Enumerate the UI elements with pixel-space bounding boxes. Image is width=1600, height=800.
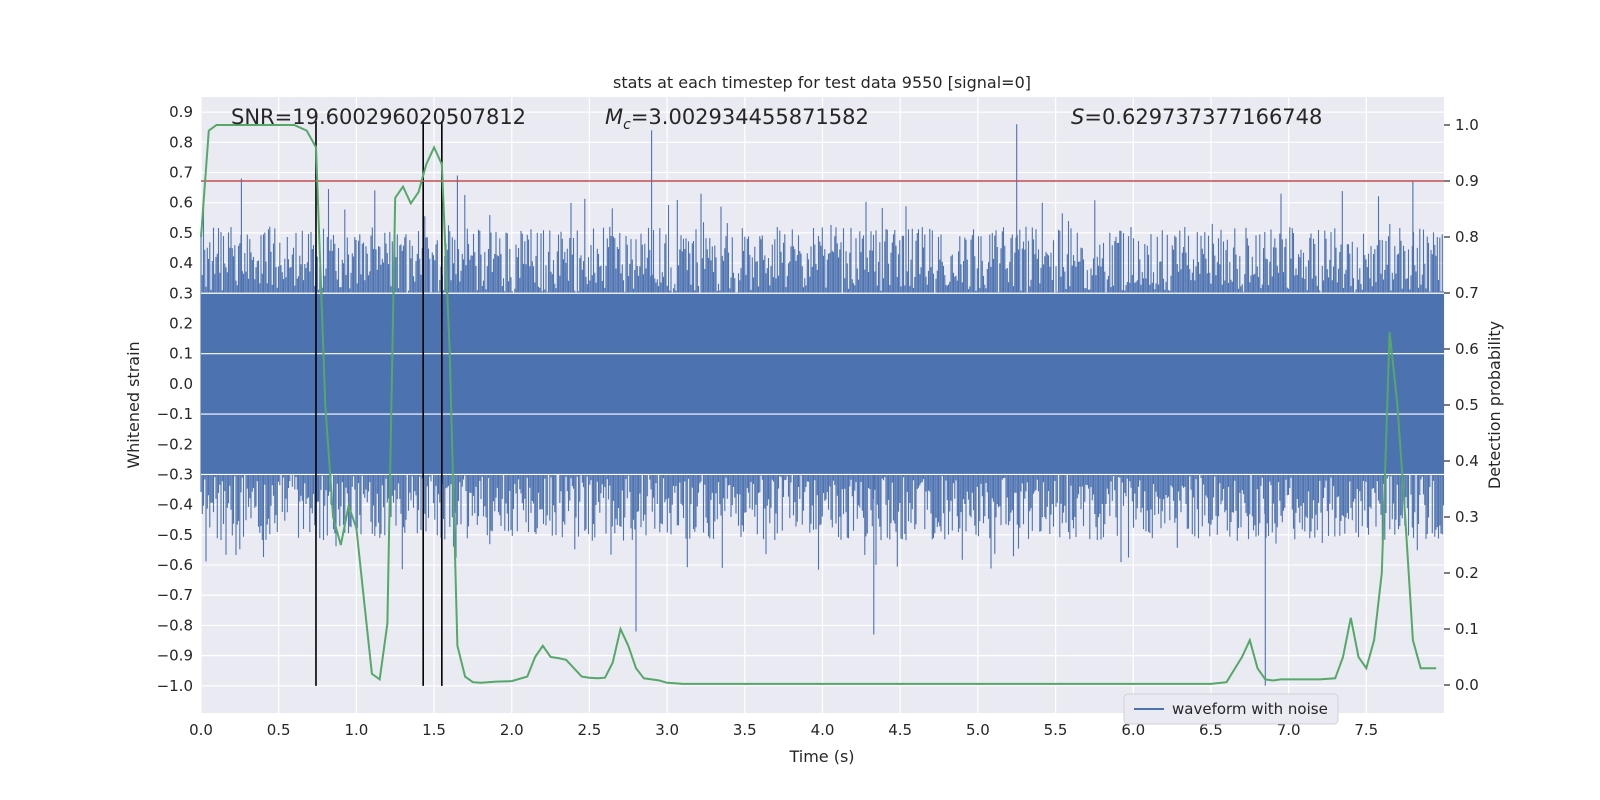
waveform-series: [200, 124, 1445, 686]
x-axis-ticks: 0.0 0.5 1.0 1.5 2.0 2.5 3.0 3.5 4.0 4.5 5.0 5.5 6.0 6…: [189, 721, 1378, 739]
x-tick-label: 4.5: [888, 721, 912, 739]
y-tick-label: −0.4: [157, 496, 193, 514]
y2-tick-label: 1.0: [1455, 116, 1479, 134]
waveform-line: [200, 124, 1445, 686]
y-tick-label: 0.4: [169, 254, 193, 272]
y2-tick-label: 0.2: [1455, 564, 1479, 582]
y2-tick-label: 0.4: [1455, 452, 1479, 470]
mc-subscript: c: [623, 117, 631, 133]
y-tick-label: −0.8: [157, 616, 193, 634]
mc-value: =3.002934455871582: [631, 105, 869, 129]
y2-tick-label: 0.3: [1455, 508, 1479, 526]
x-tick-label: 5.5: [1044, 721, 1068, 739]
y2-tick-label: 0.5: [1455, 396, 1479, 414]
y2-tick-label: 0.9: [1455, 172, 1479, 190]
x-tick-label: 1.0: [344, 721, 368, 739]
y-tick-label: −0.5: [157, 526, 193, 544]
y2-tick-label: 0.1: [1455, 620, 1479, 638]
y-tick-label: −1.0: [157, 677, 193, 695]
y-tick-label: 0.2: [169, 314, 193, 332]
mc-symbol: M: [605, 105, 623, 129]
y-tick-label: 0.9: [169, 103, 193, 121]
y2-axis-label: Detection probability: [1485, 321, 1504, 489]
x-tick-label: 2.0: [500, 721, 524, 739]
x-tick-label: 7.5: [1354, 721, 1378, 739]
y2-tick-label: 0.6: [1455, 340, 1479, 358]
y-tick-label: −0.3: [157, 465, 193, 483]
x-tick-label: 4.0: [811, 721, 835, 739]
x-tick-label: 0.0: [189, 721, 213, 739]
x-tick-label: 6.0: [1121, 721, 1145, 739]
legend-box: [1123, 693, 1339, 725]
x-tick-label: 3.0: [655, 721, 679, 739]
x-tick-label: 1.5: [422, 721, 446, 739]
y-tick-label: 0.7: [169, 163, 193, 181]
x-axis-label: Time (s): [788, 747, 854, 766]
legend: waveform with noise: [1123, 693, 1339, 725]
y-tick-label: 0.8: [169, 133, 193, 151]
y-tick-label: −0.6: [157, 556, 193, 574]
s-value: =0.629737377166748: [1084, 105, 1322, 129]
y-tick-label: −0.7: [157, 586, 193, 604]
chart-title: stats at each timestep for test data 955…: [613, 73, 1031, 92]
y-axis-ticks: 0.9 0.8 0.7 0.6 0.5 0.4 0.3 0.2 0.1 0.0 −0.1 −0.2 −0…: [157, 103, 193, 695]
y-tick-label: 0.6: [169, 194, 193, 212]
y-axis-label: Whitened strain: [124, 341, 143, 468]
y-tick-label: −0.9: [157, 647, 193, 665]
y2-axis-ticks: 1.0 0.9 0.8 0.7 0.6 0.5 0.4 0.3 0.2 0.1 0.0: [1444, 116, 1479, 694]
snr-annotation: SNR=19.600296020507812: [231, 105, 526, 129]
y-tick-label: 0.3: [169, 284, 193, 302]
marker-lines: [315, 121, 443, 686]
y-tick-label: 0.1: [169, 345, 193, 363]
y-tick-label: −0.1: [157, 405, 193, 423]
x-tick-label: 6.5: [1199, 721, 1223, 739]
legend-label: waveform with noise: [1172, 700, 1328, 718]
s-annotation: S=0.629737377166748: [1071, 105, 1322, 129]
y-tick-label: 0.0: [169, 375, 193, 393]
x-tick-label: 5.0: [966, 721, 990, 739]
y2-tick-label: 0.0: [1455, 676, 1479, 694]
mc-annotation: Mc=3.002934455871582: [605, 105, 869, 133]
x-tick-label: 2.5: [578, 721, 602, 739]
x-tick-label: 7.0: [1277, 721, 1301, 739]
x-tick-label: 3.5: [733, 721, 757, 739]
y-tick-label: −0.2: [157, 435, 193, 453]
y2-tick-label: 0.8: [1455, 228, 1479, 246]
x-tick-label: 0.5: [267, 721, 291, 739]
y2-tick-label: 0.7: [1455, 284, 1479, 302]
s-symbol: S: [1071, 105, 1084, 129]
y-tick-label: 0.5: [169, 224, 193, 242]
detection-probability-line: [200, 124, 1437, 685]
